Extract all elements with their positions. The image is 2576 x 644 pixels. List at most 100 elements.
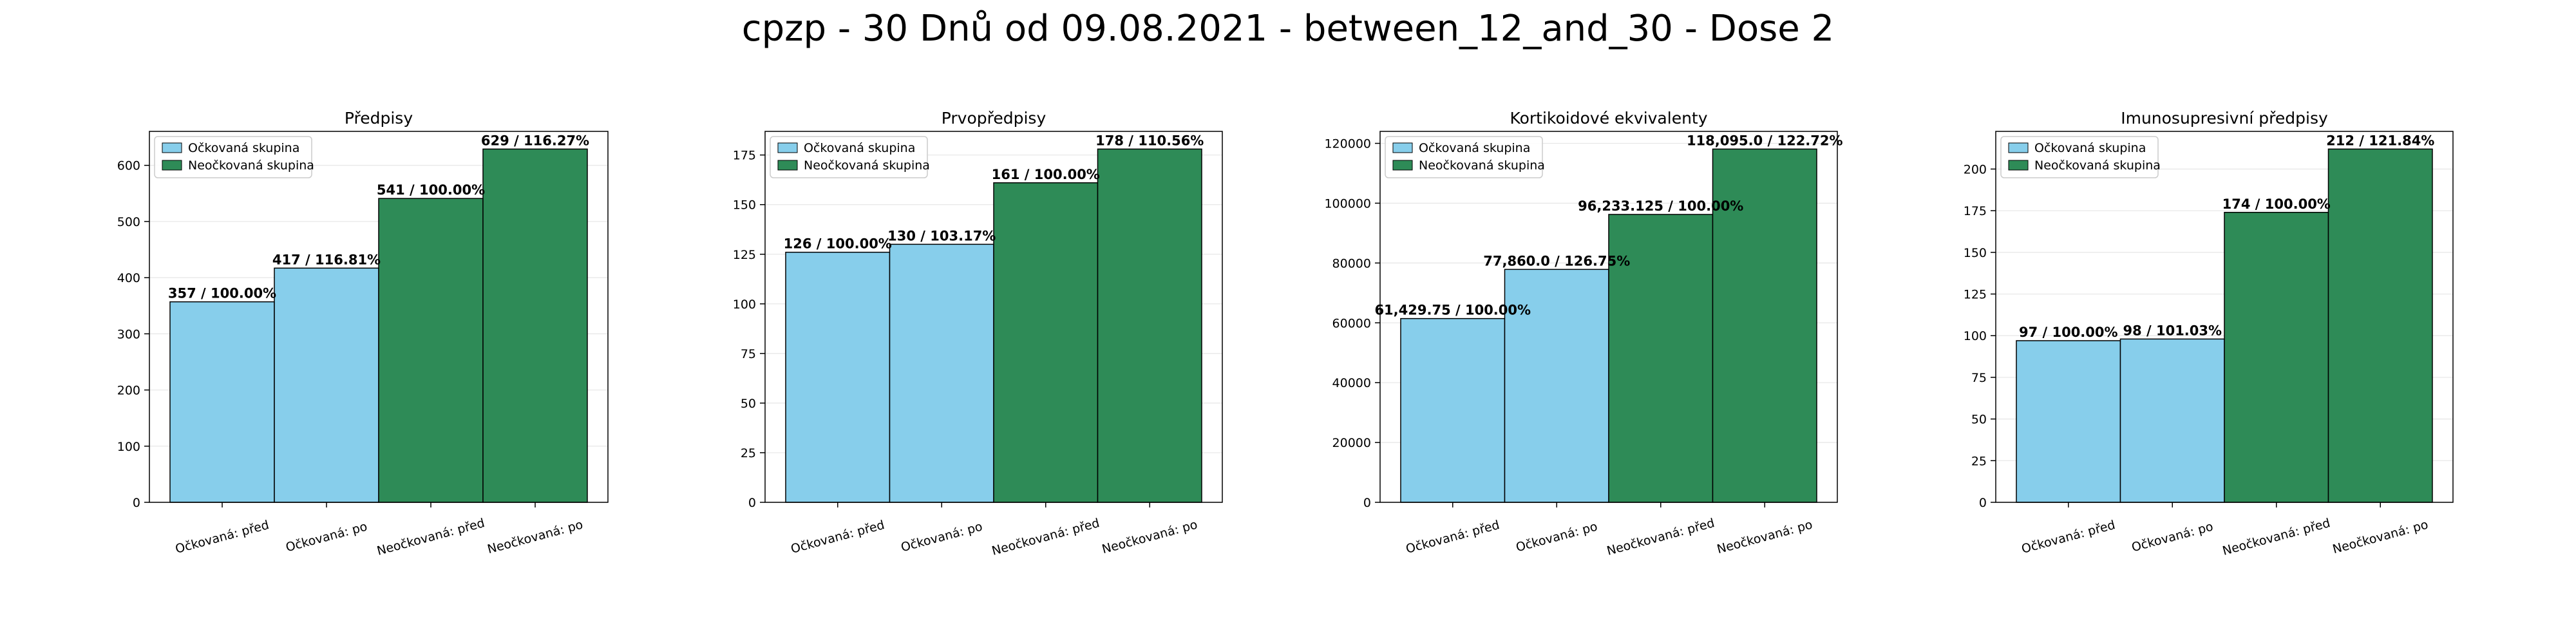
y-tick-label: 25 [1971,454,1987,468]
bar [378,198,484,503]
legend: Očkovaná skupina Neočkovaná skupina [2000,136,2161,178]
y-tick-label: 50 [741,397,756,411]
chart-panel-1: 357 / 100.00% 417 / 116.81% 541 / 100.00% 6… [117,109,609,558]
y-tick-label: 50 [1971,413,1987,427]
legend-label: Očkovaná skupina [2034,141,2146,155]
legend-label: Neočkovaná skupina [188,158,314,173]
y-tick-label: 75 [1971,371,1987,385]
y-tick-label: 150 [1964,246,1987,260]
legend: Očkovaná skupina Neočkovaná skupina [1385,136,1545,178]
bar [1712,148,1817,503]
bar [1608,214,1714,503]
y-tick-label: 25 [741,446,756,460]
chart-panel-2: 126 / 100.00%130 / 103.17% 161 / 100.00% 1… [733,109,1223,558]
y-tick-label: 600 [117,159,140,173]
x-tick-label: Neočkovaná: před [1605,516,1716,558]
bar [2016,340,2121,503]
bar [889,243,994,503]
x-tick-label: Očkovaná: po [2130,520,2215,555]
y-tick-label: 300 [117,327,140,341]
bar [2327,148,2433,503]
bar [993,182,1099,503]
panel-title: Předpisy [345,109,413,128]
bar [2119,338,2225,503]
axes-frame [1379,131,1838,503]
y-tick-label: 125 [733,248,756,262]
x-tick-label: Očkovaná: před [1405,518,1501,556]
bar-value-label: 61,429.75 / 100.00% [1374,303,1531,318]
bar-value-label: 417 / 116.81% [272,252,381,267]
legend-label: Očkovaná skupina [188,141,299,155]
panel-title: Imunosupresivní předpisy [2121,109,2328,128]
x-tick-label: Neočkovaná: po [2331,518,2430,557]
x-tick-label: Očkovaná: po [900,520,984,555]
y-tick-label: 400 [117,271,140,285]
bar [169,301,275,503]
x-tick-label: Neočkovaná: před [2221,516,2332,558]
legend: Očkovaná skupina Neočkovaná skupina [770,136,930,178]
legend-swatch [1392,142,1413,153]
bar-value-label: 98 / 101.03% [2123,323,2222,338]
y-tick-label: 60000 [1332,316,1371,330]
axes-frame [764,131,1223,503]
y-tick-label: 125 [1964,288,1987,302]
y-tick-label: 40000 [1332,376,1371,390]
figure-title: cpzp - 30 Dnů od 09.08.2021 - between_12… [741,8,1835,50]
y-tick-label: 500 [117,215,140,229]
legend-label: Neočkovaná skupina [1419,158,1545,173]
chart-panel-3: 61,429.75 / 100.00% 77,860.0 / 126.75% 96,… [1324,109,1842,558]
y-tick-label: 150 [733,198,756,213]
bar [482,148,588,503]
bar-value-label: 96,233.125 / 100.00% [1578,198,1743,214]
x-tick-label: Neočkovaná: po [486,518,584,557]
x-tick-label: Neočkovaná: po [1101,518,1199,557]
bar-value-label: 118,095.0 / 122.72% [1687,133,1843,148]
y-tick-label: 75 [741,347,756,361]
legend-box [770,136,928,178]
axes-frame [1995,131,2454,503]
x-tick-label: Neočkovaná: po [1716,518,1814,557]
x-tick-label: Očkovaná: po [1515,520,1599,555]
y-tick-label: 80000 [1332,256,1371,270]
panel-title: Prvopředpisy [942,109,1046,128]
legend-box [1385,136,1543,178]
x-tick-label: Neočkovaná: před [990,516,1101,558]
legend-label: Očkovaná skupina [804,141,915,155]
bar-value-label: 541 / 100.00% [377,182,485,198]
legend-box [2000,136,2159,178]
y-tick-label: 0 [1979,496,1987,510]
bar [1400,317,1506,503]
y-tick-label: 175 [1964,204,1987,218]
legend-swatch [1392,160,1413,171]
bar-value-label: 212 / 121.84% [2326,133,2434,148]
bar-value-label: 357 / 100.00% [168,286,276,301]
x-tick-label: Očkovaná: po [284,520,368,555]
y-tick-label: 120000 [1324,137,1371,151]
x-tick-label: Očkovaná: před [790,518,886,556]
bar [274,267,379,503]
bar [1097,148,1202,503]
bar-value-label: 178 / 110.56% [1095,133,1204,148]
legend: Očkovaná skupina Neočkovaná skupina [154,136,314,178]
legend-swatch [777,160,798,171]
legend-swatch [777,142,798,153]
bar-value-label: 126 / 100.00% [784,236,892,252]
x-tick-label: Neočkovaná: před [375,516,486,558]
legend-swatch [2008,160,2029,171]
chart-panel-4: 97 / 100.00% 98 / 101.03% 174 / 100.00% 212… [1964,109,2454,558]
x-tick-label: Očkovaná: před [2020,518,2117,556]
legend-swatch [162,160,182,171]
y-tick-label: 100 [117,440,140,454]
legend-label: Neočkovaná skupina [2034,158,2161,173]
x-tick-label: Očkovaná: před [174,518,270,556]
y-tick-label: 100 [1964,329,1987,343]
legend-box [154,136,312,178]
bar-value-label: 77,860.0 / 126.75% [1483,253,1630,269]
y-tick-label: 100000 [1324,196,1371,211]
bar [785,251,891,503]
y-tick-label: 200 [1964,162,1987,176]
bar-value-label: 97 / 100.00% [2019,325,2118,340]
legend-swatch [162,142,182,153]
